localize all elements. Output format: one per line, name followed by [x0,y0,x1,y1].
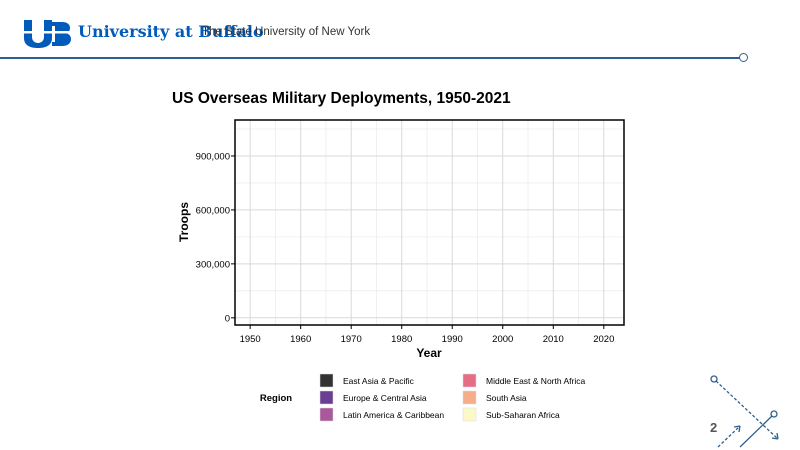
university-name: University at Buffalo [78,22,264,41]
axes: 1950 1960 1970 1980 1990 2000 2010 2020 0 300,000… [196,151,615,345]
x-tick-label: 1970 [341,334,362,345]
legend-label: Sub-Saharan Africa [486,410,560,420]
legend-swatch [462,373,477,388]
header-divider [0,57,745,59]
header: University at Buffalo The State Universi… [0,0,800,70]
page-number: 2 [710,420,718,435]
legend-swatch [462,407,477,422]
y-axis-label: Troops [177,202,191,242]
legend: Region East Asia & Pacific Europe & Centr… [260,373,585,422]
plot-frame [234,119,625,326]
y-tick-label: 900,000 [196,151,230,162]
grid [235,120,624,325]
x-tick-label: 2010 [543,334,564,345]
legend-title: Region [260,393,292,404]
x-tick-label: 1990 [442,334,463,345]
y-tick-label: 0 [225,313,230,324]
university-subtitle: The State University of New York [202,26,371,38]
y-tick-label: 300,000 [196,259,230,270]
x-tick-label: 1950 [240,334,261,345]
x-axis-label: Year [416,346,442,360]
y-tick-label: 600,000 [196,205,230,216]
ub-logo-icon [22,20,72,48]
legend-label: Europe & Central Asia [343,393,427,403]
x-tick-label: 1960 [290,334,311,345]
legend-swatch [319,390,334,405]
legend-swatch [319,373,334,388]
x-tick-label: 2020 [593,334,614,345]
legend-swatch [319,407,334,422]
legend-swatch [462,390,477,405]
legend-label: East Asia & Pacific [343,376,415,386]
legend-label: South Asia [486,393,527,403]
legend-label: Middle East & North Africa [486,376,585,386]
chart-title: US Overseas Military Deployments, 1950-2… [172,90,511,107]
decorative-arrows-icon [710,375,779,448]
x-tick-label: 2000 [492,334,513,345]
divider-endpoint-icon [739,53,748,62]
legend-label: Latin America & Caribbean [343,410,444,420]
x-tick-label: 1980 [391,334,412,345]
